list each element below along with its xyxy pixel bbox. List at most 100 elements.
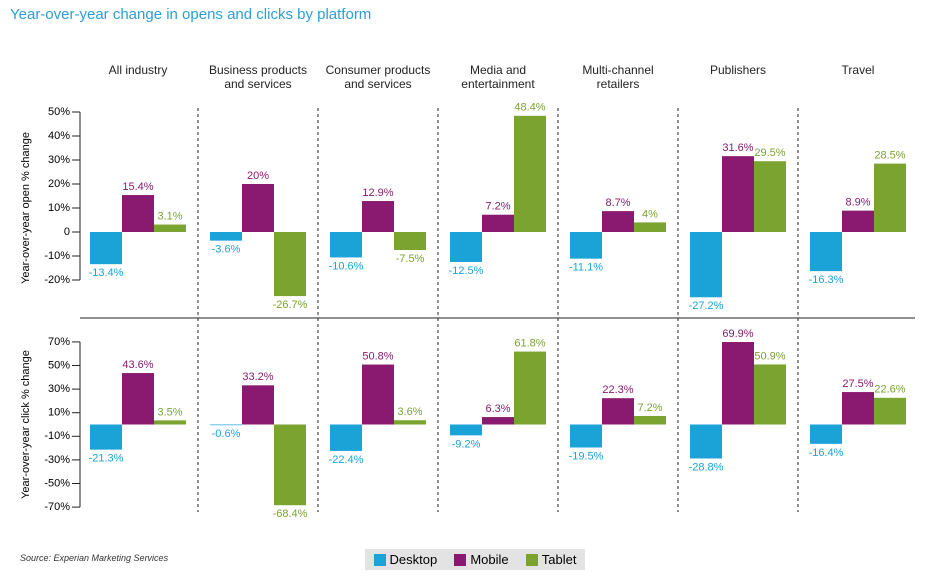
- y-tick-label: -10%: [44, 430, 70, 442]
- bar: [874, 163, 906, 232]
- y-axis-label: Year-over-year open % change: [20, 132, 32, 284]
- bar: [754, 364, 786, 425]
- y-tick-label: -10%: [44, 250, 70, 262]
- data-label: 22.6%: [874, 384, 905, 396]
- data-label: 48.4%: [514, 102, 545, 114]
- data-label: -12.5%: [449, 265, 484, 277]
- bar: [722, 342, 754, 425]
- bar: [394, 232, 426, 250]
- bar: [634, 416, 666, 425]
- bar: [450, 232, 482, 262]
- data-label: 29.5%: [754, 147, 785, 159]
- bar: [810, 232, 842, 272]
- data-label: 4%: [642, 208, 658, 220]
- bar: [330, 424, 362, 451]
- bar: [842, 392, 874, 425]
- y-tick-label: 30%: [48, 154, 70, 166]
- data-label: 7.2%: [485, 201, 510, 213]
- data-label: -10.6%: [329, 260, 364, 272]
- bar: [450, 424, 482, 436]
- data-label: 3.1%: [157, 210, 182, 222]
- data-label: 33.2%: [242, 371, 273, 383]
- category-label: Multi-channel retailers: [582, 63, 654, 91]
- data-label: 12.9%: [362, 187, 393, 199]
- bar: [330, 232, 362, 258]
- bar: [242, 385, 274, 425]
- category-label: Consumer products and services: [325, 63, 431, 91]
- y-tick-label: 10%: [48, 407, 70, 419]
- data-label: 31.6%: [722, 142, 753, 154]
- data-label: -19.5%: [569, 450, 604, 462]
- data-label: 8.9%: [845, 197, 870, 209]
- bar: [90, 232, 122, 265]
- bar: [602, 211, 634, 232]
- data-label: 27.5%: [842, 378, 873, 390]
- bar: [482, 214, 514, 232]
- category-label: Publishers: [709, 63, 767, 77]
- data-label: 15.4%: [122, 181, 153, 193]
- bar: [274, 424, 306, 506]
- legend-item: Desktop: [373, 552, 438, 567]
- bar: [810, 424, 842, 444]
- data-label: 7.2%: [637, 402, 662, 414]
- bar: [514, 115, 546, 232]
- data-label: 61.8%: [514, 337, 545, 349]
- y-tick-label: 50%: [48, 359, 70, 371]
- bar: [394, 420, 426, 425]
- bar: [242, 184, 274, 232]
- legend-item: Tablet: [525, 552, 576, 567]
- bar: [90, 424, 122, 450]
- data-label: -0.6%: [212, 428, 241, 440]
- data-label: 20%: [247, 170, 269, 182]
- bar: [362, 201, 394, 232]
- data-label: 50.9%: [754, 350, 785, 362]
- data-label: -68.4%: [273, 508, 308, 520]
- legend: Desktop Mobile Tablet: [365, 549, 585, 570]
- bar: [570, 424, 602, 448]
- legend-label: Desktop: [389, 552, 438, 567]
- bar: [122, 373, 154, 425]
- bar: [482, 417, 514, 425]
- bar: [634, 222, 666, 232]
- legend-swatch: [525, 553, 538, 566]
- bar: [514, 351, 546, 425]
- y-tick-label: -20%: [44, 274, 70, 286]
- legend-item: Mobile: [454, 552, 509, 567]
- data-label: -28.8%: [689, 461, 724, 473]
- bar: [690, 232, 722, 298]
- bar: [210, 232, 242, 241]
- data-label: -21.3%: [89, 453, 124, 465]
- y-tick-label: -30%: [44, 454, 70, 466]
- data-label: 28.5%: [874, 150, 905, 162]
- y-tick-label: -50%: [44, 477, 70, 489]
- source: Source: Experian Marketing Services: [20, 553, 169, 563]
- data-label: -11.1%: [569, 262, 603, 274]
- y-tick-label: 10%: [48, 202, 70, 214]
- bar: [842, 210, 874, 232]
- data-label: -13.4%: [89, 267, 124, 279]
- legend-swatch: [373, 553, 386, 566]
- bar: [154, 224, 186, 232]
- data-label: 43.6%: [122, 359, 153, 371]
- data-label: -7.5%: [396, 253, 425, 265]
- legend-swatch: [454, 553, 467, 566]
- bar: [722, 156, 754, 232]
- bar: [690, 424, 722, 459]
- bar: [274, 232, 306, 297]
- bar: [570, 232, 602, 259]
- bar: [210, 424, 242, 426]
- bar: [754, 161, 786, 232]
- data-label: 6.3%: [485, 403, 510, 415]
- data-label: -9.2%: [452, 438, 481, 450]
- data-label: -26.7%: [273, 299, 308, 311]
- y-tick-label: 70%: [48, 336, 70, 348]
- bar: [122, 195, 154, 232]
- y-tick-label: 30%: [48, 383, 70, 395]
- data-label: 3.5%: [157, 406, 182, 418]
- data-label: -16.3%: [809, 274, 844, 286]
- category-label: All industry: [108, 63, 168, 77]
- category-label: Travel: [841, 63, 875, 77]
- data-label: -3.6%: [212, 244, 241, 256]
